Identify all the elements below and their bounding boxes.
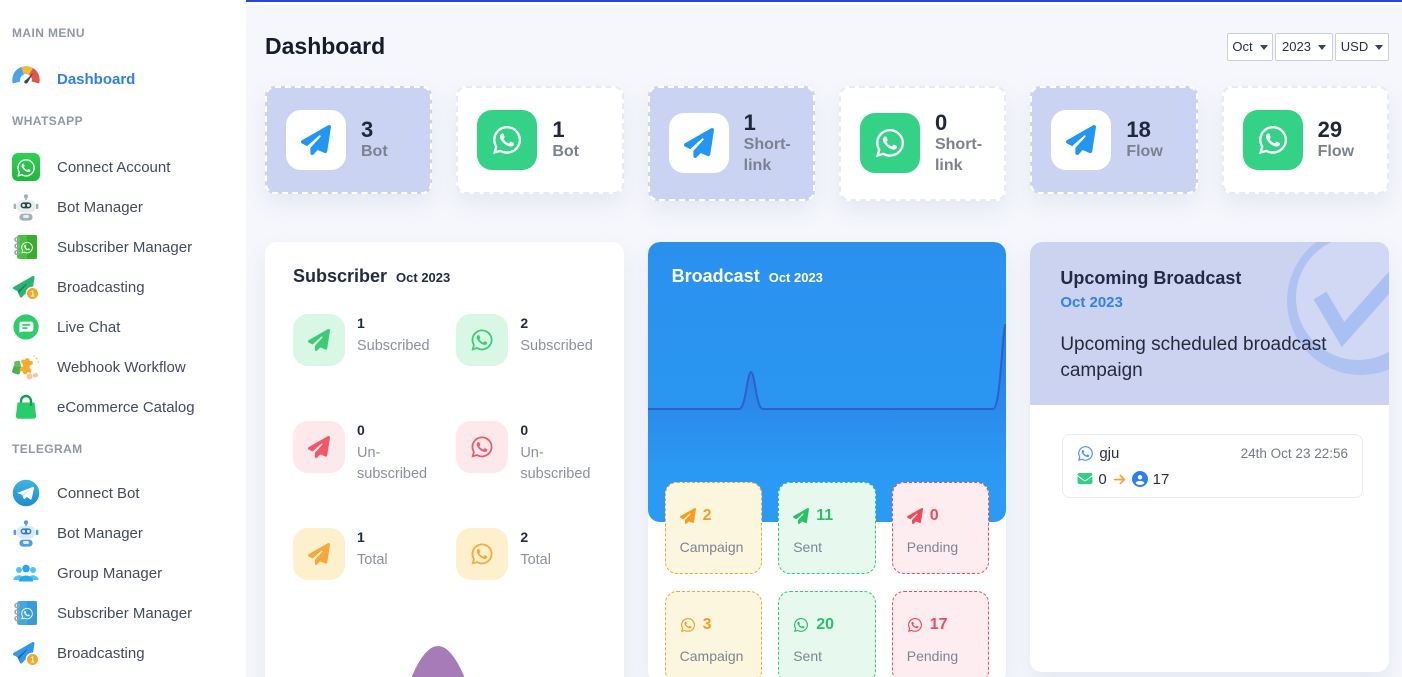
svg-text:1: 1 [30,655,35,665]
svg-text:1: 1 [30,289,35,299]
